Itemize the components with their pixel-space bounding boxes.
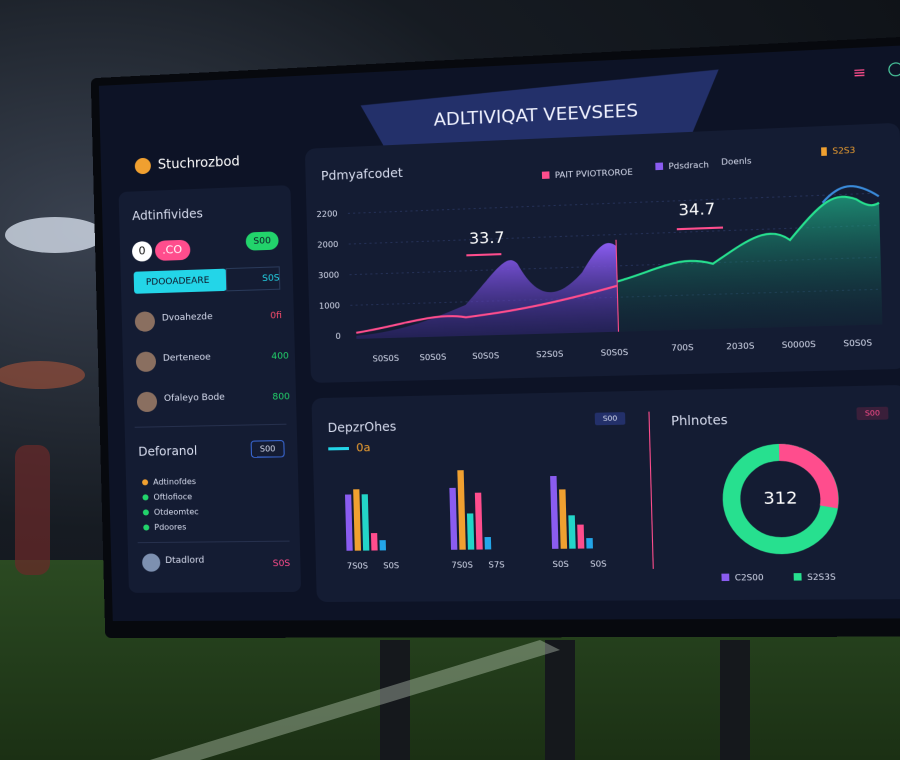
bar xyxy=(586,538,593,548)
bar xyxy=(371,533,378,550)
scene: ADLTIVIQAT VEEVSEES Stuchrozbod ≡ Adtinf… xyxy=(0,0,900,760)
bar-label: S0S xyxy=(590,559,607,569)
item-value: 800 xyxy=(272,392,290,403)
departments-title: DepzrOhes xyxy=(328,419,397,435)
bar xyxy=(467,513,474,549)
callout-underline xyxy=(466,254,501,255)
dashboard: ADLTIVIQAT VEEVSEES Stuchrozbod ≡ Adtinf… xyxy=(91,34,900,638)
item-value: 400 xyxy=(271,351,289,362)
x-label: S0S0S xyxy=(419,352,446,362)
donut-center: 312 xyxy=(763,488,798,509)
departments-badge-text: S00 xyxy=(603,414,618,423)
legend-swatch xyxy=(542,171,550,179)
active-label: PDOOADEARE xyxy=(146,276,210,288)
donut-legend: C2S00 xyxy=(735,573,764,583)
y-tick-label: 3000 xyxy=(318,270,339,280)
legend-swatch xyxy=(655,163,663,171)
row-label: Adtinofdes xyxy=(153,477,196,487)
bar xyxy=(485,537,492,549)
bar-label: 7S0S xyxy=(451,560,473,569)
bar-label: 7S0S xyxy=(347,561,368,570)
bar-label: S0S xyxy=(552,560,569,570)
footer-value: S0S xyxy=(273,559,291,569)
x-label: 700S xyxy=(671,343,694,353)
badge-text: S00 xyxy=(253,236,271,247)
badge-text: 0 xyxy=(138,244,145,257)
monitor: ADLTIVIQAT VEEVSEES Stuchrozbod ≡ Adtinf… xyxy=(91,34,900,638)
item-label[interactable]: Ofaleyo Bode xyxy=(164,393,226,405)
bar-label: S0S xyxy=(383,561,399,570)
section-heading: Deforanol xyxy=(138,444,197,459)
item-value: 0fi xyxy=(270,311,282,322)
x-label: S0S0S xyxy=(472,351,499,361)
legend-label: Pdsdrach xyxy=(668,160,709,171)
item-label[interactable]: Dvoahezde xyxy=(162,312,214,324)
y-tick-label: 2000 xyxy=(317,240,338,250)
player xyxy=(15,445,50,575)
item-label[interactable]: Derteneoe xyxy=(163,352,212,363)
donut-badge-text: S00 xyxy=(865,409,880,418)
legend-swatch xyxy=(721,574,729,581)
active-value: S0S xyxy=(262,273,280,284)
sidebar-heading: Adtinfivides xyxy=(132,206,203,223)
bar xyxy=(568,515,575,548)
bar-label: S7S xyxy=(488,560,504,569)
row-label: Pdoores xyxy=(154,522,186,531)
y-tick-label: 2200 xyxy=(316,209,337,219)
x-label: S0S0S xyxy=(601,348,629,358)
x-label: S0000S xyxy=(782,340,816,350)
pitch-line xyxy=(150,640,560,760)
x-label: S0S0S xyxy=(843,338,872,348)
y-tick-label: 1000 xyxy=(319,301,340,311)
donut-title: Phlnotes xyxy=(671,413,728,429)
legend-label: Doenls xyxy=(721,156,752,167)
departments-legend: 0a xyxy=(356,441,371,455)
menu-icon[interactable]: ≡ xyxy=(853,64,867,82)
row-label: Oftlofioce xyxy=(153,492,192,502)
floodlight xyxy=(5,217,105,253)
donut-legend: S2S3S xyxy=(807,572,836,582)
bar xyxy=(379,540,386,550)
stand-leg xyxy=(545,640,575,760)
bar xyxy=(577,525,584,549)
legend-swatch xyxy=(794,573,802,580)
y-tick-label: 0 xyxy=(335,332,341,341)
callout: 33.7 xyxy=(469,228,505,248)
footer-label: Dtadlord xyxy=(165,556,204,566)
x-label: 2030S xyxy=(726,341,754,351)
x-label: S2S0S xyxy=(536,349,564,359)
callout: 34.7 xyxy=(678,199,715,219)
x-label: S0S0S xyxy=(372,354,399,364)
row-label: Otdeomtec xyxy=(154,507,199,517)
badge-text: .CO xyxy=(162,243,182,257)
badge-swatch xyxy=(821,147,827,156)
chart-badge: S2S3 xyxy=(832,145,855,156)
stand-leg xyxy=(720,640,750,760)
section-button-text: S00 xyxy=(260,444,276,453)
stand-glow xyxy=(0,361,85,389)
